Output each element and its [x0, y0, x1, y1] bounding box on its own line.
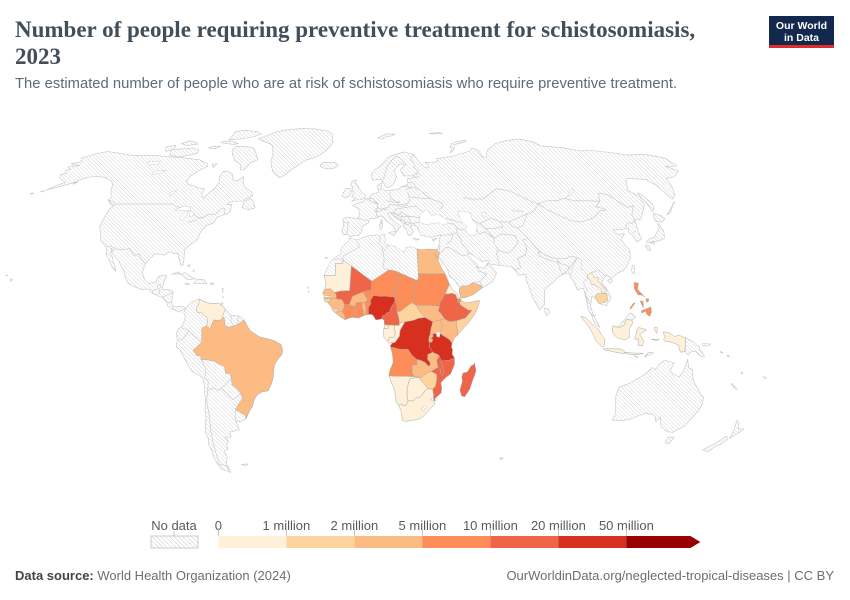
svg-text:1 million: 1 million: [263, 518, 311, 533]
svg-text:No data: No data: [151, 518, 197, 533]
svg-text:0: 0: [215, 518, 222, 533]
svg-text:5 million: 5 million: [399, 518, 447, 533]
svg-text:2 million: 2 million: [331, 518, 379, 533]
svg-text:10 million: 10 million: [463, 518, 518, 533]
svg-text:20 million: 20 million: [531, 518, 586, 533]
svg-text:50 million: 50 million: [599, 518, 654, 533]
